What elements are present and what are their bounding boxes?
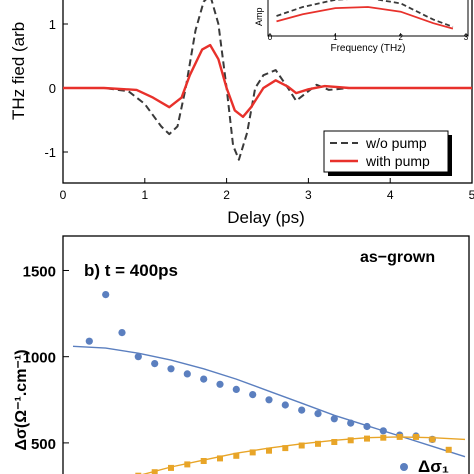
data-point-square [266,447,272,454]
inset-x-tick-label: 3 [464,33,469,42]
legend-marker-delta-sigma1 [400,463,408,471]
inset-frame [267,0,469,37]
data-point-circle [232,385,240,393]
top-y-axis-label: THz fied (arb [9,22,28,120]
bottom-y-tick-label: 500 [31,436,56,453]
inset-chart: 0 1 2 3 Amp Frequency (THz) [254,0,469,54]
data-point-square [364,435,370,442]
bottom-plot-frame [62,235,470,474]
top-x-tick-label: 1 [141,188,148,202]
data-point-circle [167,365,175,373]
top-x-tick-label: 3 [305,188,312,202]
data-point-square [282,445,289,452]
inset-series-group [276,0,454,30]
data-point-circle [183,370,191,378]
data-point-square [315,440,321,447]
inset-x-tick-label: 0 [268,33,273,42]
legend-label-with-pump: with pump [365,153,430,169]
data-point-circle [249,391,257,399]
data-point-circle [151,360,159,368]
data-point-circle [200,375,208,383]
bottom-y-tick-label: 1000 [23,350,56,367]
data-point-square [445,446,452,453]
legend-box [323,130,449,173]
fit-line-3 [141,436,466,474]
data-point-circle [314,410,322,418]
top-series-group [63,0,472,161]
data-point-circle [281,401,289,409]
data-point-circle [265,396,273,404]
inset-x-tick-label: 2 [398,33,403,42]
data-point-circle [85,337,93,345]
top-x-tick-label: 4 [387,188,394,202]
data-point-circle [298,406,306,414]
data-point-circle [118,329,126,337]
inset-series-line-with-pump [276,6,454,30]
data-point-square [347,437,354,444]
top-y-tick-label: -1 [44,145,56,160]
annotation-as-grown: as−grown [360,249,435,266]
inset-ticks: 0 1 2 3 [268,33,469,42]
top-x-axis-label: Delay (ps) [227,208,304,227]
legend-label-w-o-pump: w/o pump [365,135,427,151]
inset-y-label: Amp [254,7,264,26]
top-plot-frame [62,0,473,184]
data-point-circle [102,291,110,299]
top-x-tick-label: 2 [223,188,230,202]
bottom-y-tick-label: 1500 [23,263,56,280]
inset-x-label: Frequency (THz) [330,43,405,54]
data-point-circle [216,380,224,388]
bottom-axes: 1500 1000 500 [23,263,69,453]
data-point-square [168,464,174,471]
inset-series-line-w-o-pump [276,0,454,28]
data-point-square [184,461,191,468]
data-point-square [331,439,338,445]
data-point-square [233,452,240,459]
inset-x-tick-label: 1 [333,33,338,42]
panel-label-b: b) t = 400ps [84,261,178,280]
bottom-y-axis-label: Δσ(Ω⁻¹.cm⁻¹) [13,349,30,450]
legend-label-delta-sigma1: Δσ₁ [418,457,449,474]
data-point-square [249,449,256,456]
series-line-with-pump [63,43,472,118]
top-x-tick-label: 5 [469,188,474,202]
data-point-square [429,436,436,443]
bottom-series-group [72,291,466,474]
top-y-tick-label: 0 [49,81,56,96]
data-point-circle [134,353,142,361]
top-y-tick-label: 1 [49,17,56,32]
top-x-tick-label: 0 [60,188,67,202]
data-point-square [200,458,207,464]
data-point-square [298,442,305,449]
data-point-circle [330,415,338,423]
top-panel: 0 1 2 3 4 5 1 0 -1 0 1 2 3 Amp Frequency (THz) w/o … [9,0,474,227]
data-point-square [217,455,223,462]
data-point-square [135,472,142,474]
bottom-panel: 1500 1000 500 b) t = 400ps as−grown Δσ(Ω⁻¹… [13,235,470,474]
legend: w/o pump with pump [323,130,452,176]
